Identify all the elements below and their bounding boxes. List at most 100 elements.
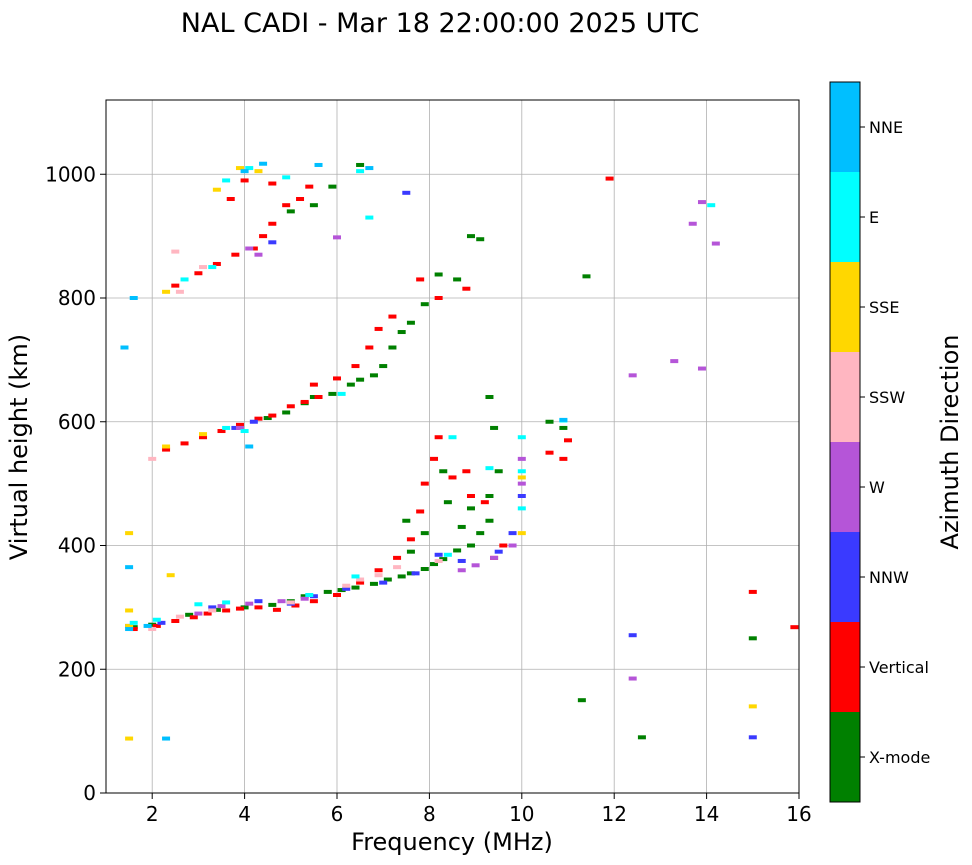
- x-tick-label: 2: [146, 802, 159, 826]
- data-point: [628, 633, 637, 638]
- data-point: [268, 240, 277, 245]
- data-point: [485, 518, 494, 523]
- data-point: [309, 382, 318, 387]
- data-point: [369, 373, 378, 378]
- x-tick-label: 10: [509, 802, 534, 826]
- data-point: [397, 330, 406, 335]
- data-point: [485, 466, 494, 471]
- chart-title: NAL CADI - Mar 18 22:00:00 2025 UTC: [181, 8, 699, 39]
- colorbar-segment: [830, 622, 860, 712]
- data-point: [245, 601, 254, 606]
- colorbar-frame: [829, 81, 861, 803]
- data-point: [430, 456, 439, 461]
- data-point: [309, 395, 318, 399]
- colorbar-segment: [830, 172, 860, 262]
- data-point: [406, 549, 415, 554]
- data-point: [485, 395, 494, 399]
- data-point: [309, 599, 318, 604]
- data-point: [300, 594, 309, 599]
- data-point: [203, 611, 212, 616]
- data-point: [240, 429, 249, 434]
- data-point: [240, 178, 249, 183]
- data-point: [194, 611, 203, 616]
- data-point: [707, 203, 716, 208]
- data-point: [328, 184, 337, 189]
- data-point: [453, 277, 462, 282]
- data-point: [356, 577, 365, 582]
- data-point: [434, 272, 443, 277]
- data-point: [268, 181, 277, 186]
- series-e: [129, 166, 716, 625]
- data-point: [259, 234, 268, 239]
- data-point: [406, 571, 415, 576]
- data-point: [231, 425, 240, 430]
- data-point: [605, 176, 614, 181]
- data-point: [231, 252, 240, 257]
- data-point: [365, 345, 374, 350]
- data-point: [291, 603, 300, 608]
- data-point: [406, 320, 415, 325]
- data-point: [545, 419, 554, 424]
- data-point: [490, 555, 499, 560]
- data-point: [235, 606, 244, 611]
- data-point: [420, 531, 429, 536]
- x-axis-ticks: 2 4 6 8 10 12 14 16: [146, 793, 812, 826]
- data-point: [337, 588, 346, 593]
- y-tick-label: 800: [58, 286, 96, 310]
- data-point: [434, 435, 443, 440]
- data-point: [439, 557, 448, 562]
- plot-frame: [105, 99, 800, 794]
- data-point: [517, 506, 526, 511]
- data-point: [337, 391, 346, 396]
- data-point: [365, 166, 374, 171]
- data-point: [162, 289, 171, 294]
- data-point: [333, 593, 341, 597]
- data-point: [249, 246, 258, 251]
- x-tick-label: 14: [694, 802, 719, 826]
- y-tick-label: 1000: [45, 162, 96, 186]
- x-axis-label: Frequency (MHz): [351, 828, 553, 856]
- data-point: [282, 410, 291, 415]
- colorbar-tick-label: SSE: [869, 298, 899, 317]
- data-point: [490, 425, 499, 430]
- data-point: [199, 432, 208, 437]
- data-point: [369, 581, 378, 586]
- data-point: [517, 469, 526, 474]
- data-point: [577, 698, 586, 703]
- data-point: [235, 425, 244, 430]
- data-point: [120, 345, 129, 350]
- data-point: [180, 277, 189, 282]
- data-point: [286, 404, 295, 409]
- data-point: [226, 197, 235, 201]
- y-tick-label: 200: [58, 657, 96, 681]
- data-point: [466, 543, 475, 548]
- data-point: [374, 326, 383, 331]
- data-point: [466, 234, 475, 239]
- data-point: [254, 169, 263, 174]
- colorbar-tick-label: NNW: [869, 568, 909, 587]
- data-point: [166, 573, 175, 578]
- data-point: [356, 580, 365, 585]
- y-axis-label: Virtual height (km): [5, 334, 33, 560]
- x-tick-label: 6: [331, 802, 344, 826]
- data-point: [222, 600, 231, 605]
- data-point: [466, 506, 475, 511]
- data-point: [439, 469, 448, 474]
- data-point: [397, 574, 406, 579]
- data-point: [157, 620, 166, 625]
- colorbar-tick-label: E: [869, 208, 879, 227]
- data-point: [351, 574, 360, 579]
- data-point: [434, 296, 443, 300]
- data-point: [333, 235, 341, 240]
- data-point: [582, 274, 591, 279]
- y-tick-label: 600: [58, 410, 96, 434]
- data-point: [476, 237, 485, 242]
- series-ssw: [148, 249, 443, 632]
- data-point: [430, 562, 439, 567]
- data-point: [517, 531, 526, 536]
- data-point: [125, 627, 134, 632]
- data-point: [485, 494, 494, 498]
- data-point: [245, 246, 254, 251]
- data-point: [194, 271, 203, 276]
